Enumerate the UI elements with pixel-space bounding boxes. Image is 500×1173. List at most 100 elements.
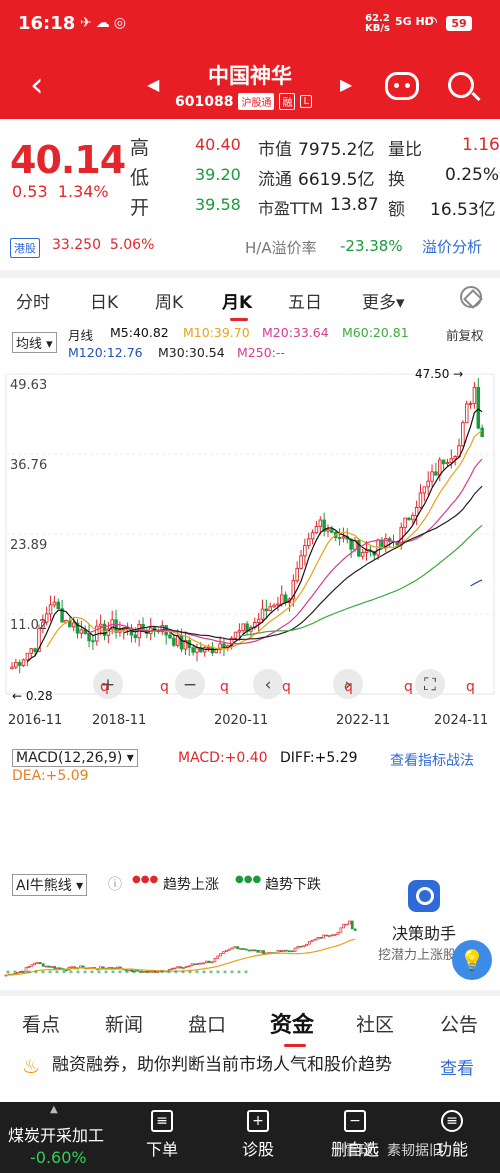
tab-community[interactable]: 社区 [356, 1014, 395, 1036]
prev-stock-arrow-icon[interactable]: ◀ [147, 75, 160, 94]
candle-body [272, 604, 276, 608]
ai-candle [333, 934, 337, 936]
tab-weekly[interactable]: 周K [155, 293, 184, 313]
ai-down-marker: * [90, 969, 94, 978]
tab-orderbook[interactable]: 盘口 [188, 1014, 227, 1036]
ai-candle [30, 964, 34, 967]
tab-monthly[interactable]: 月K [222, 288, 252, 321]
tab-highlights[interactable]: 看点 [22, 1014, 61, 1036]
premium-analysis-link[interactable]: 溢价分析 [422, 238, 483, 256]
zoom-in-button[interactable] [93, 669, 123, 699]
ai-candle [279, 950, 283, 953]
candle-body [318, 519, 323, 528]
candle-body [256, 618, 261, 623]
function-button[interactable]: ≡ 功能 [422, 1110, 482, 1160]
tab-daily[interactable]: 日K [90, 293, 119, 313]
help-icon[interactable]: ⓘ [108, 877, 122, 893]
tab-news[interactable]: 新闻 [105, 1014, 144, 1036]
candle-body [114, 619, 118, 633]
ai-candle [199, 962, 202, 965]
ai-candle [285, 949, 288, 952]
ai-candle [342, 923, 346, 929]
zoom-out-button[interactable] [175, 669, 205, 699]
ai-select[interactable]: AI牛熊线 ▾ [12, 874, 88, 896]
back-arrow-icon[interactable]: ‹ [30, 65, 44, 105]
search-icon[interactable] [448, 72, 474, 98]
candle-body [341, 536, 346, 539]
candle-body [160, 625, 165, 633]
ma-period: 月线 [68, 328, 94, 343]
up-trend-label: 趋势上涨 [163, 877, 219, 893]
next-stock-arrow-icon[interactable]: ▶ [340, 75, 353, 94]
ha-premium-value: -23.38% [340, 237, 403, 255]
robot-icon[interactable] [385, 72, 419, 100]
level-tag: L [300, 95, 313, 108]
candle-body [464, 403, 469, 424]
decision-assistant-card[interactable]: 决策助手 挖潜力上涨股 [362, 870, 500, 965]
ai-down-marker: * [230, 969, 234, 978]
candle-body [237, 630, 242, 633]
ai-candle [330, 934, 334, 937]
ai-candle [56, 967, 59, 970]
pan-left-button[interactable] [253, 669, 283, 699]
down-trend-label: 趋势下跌 [265, 877, 321, 893]
tab-intraday[interactable]: 分时 [16, 293, 50, 313]
mktcap-value: 7975.2亿 [298, 140, 375, 160]
chart-settings-icon[interactable] [460, 286, 482, 308]
macd-select[interactable]: MACD(12,26,9) ▾ [12, 749, 138, 767]
candle-body [68, 619, 72, 628]
ma-m10: M10:39.70 [183, 325, 250, 340]
candle-body [168, 634, 172, 639]
candle-body [299, 555, 303, 569]
event-marker: q [160, 679, 169, 695]
stock-code-line: 601088 沪股通 融 L [175, 93, 313, 110]
diagnose-button[interactable]: + 诊股 [228, 1110, 288, 1160]
watermark: 雪球：素韧据旧 [345, 1143, 443, 1159]
ai-down-marker: * [167, 969, 171, 978]
min-price-label: ← 0.28 [12, 689, 53, 703]
banner-view-link[interactable]: 查看 [440, 1059, 474, 1079]
ai-down-marker: * [139, 969, 143, 978]
stock-code: 601088 [175, 93, 234, 110]
order-button[interactable]: ≡ 下单 [132, 1110, 192, 1160]
ai-candle [239, 948, 243, 950]
candle-body [71, 622, 76, 628]
margin-banner[interactable]: ♨ 融资融券，助你判断当前市场人气和股价趋势 查看 [0, 1046, 500, 1102]
candle-body [449, 458, 454, 463]
tab-announcements[interactable]: 公告 [440, 1014, 479, 1036]
pan-left-icon: ‹ [265, 675, 272, 695]
stock-name: 中国神华 [208, 64, 292, 88]
pan-right-button[interactable] [333, 669, 363, 699]
kline-chart[interactable]: 49.63 36.76 23.89 11.02 2016-11 2018-11 2020-1… [0, 364, 500, 742]
candle-body [87, 633, 91, 642]
candle-body [52, 601, 57, 606]
candle-body [468, 402, 473, 405]
ai-candle [27, 965, 31, 968]
adjust-mode[interactable]: 前复权 [446, 328, 484, 343]
candle-body [102, 623, 107, 636]
fullscreen-button[interactable] [415, 669, 445, 699]
signal-icon: 5G HD [395, 15, 434, 28]
tab-funds[interactable]: 资金 [270, 1007, 314, 1047]
macd-strategy-link[interactable]: 查看指标战法 [390, 753, 474, 769]
candle-body [445, 462, 450, 465]
candle-body [295, 567, 299, 582]
remove-watchlist-button[interactable]: − 删自选 [325, 1110, 385, 1160]
tab-more[interactable]: 更多▾ [362, 293, 405, 313]
notification-icons: ✈☁◎ [80, 15, 130, 31]
sector-expand-icon[interactable]: ▲ [50, 1104, 58, 1115]
lightbulb-icon[interactable]: 💡 [452, 940, 492, 980]
ma-type-select[interactable]: 均线 ▾ [12, 332, 57, 353]
ai-down-marker: * [160, 969, 164, 978]
tab-five-day[interactable]: 五日 [288, 293, 322, 313]
sector-name[interactable]: 煤炭开采加工 [8, 1126, 105, 1145]
ma30-line [123, 485, 483, 641]
hk-tag[interactable]: 港股 [10, 238, 40, 258]
amount-value: 16.53亿 [430, 200, 496, 220]
candle-body [183, 640, 188, 650]
x-tick-label: 2018-11 [92, 713, 146, 728]
max-price-label: 47.50 → [415, 367, 463, 381]
ai-candle [41, 963, 45, 967]
ai-candle [247, 949, 251, 952]
ai-down-marker: * [181, 969, 185, 978]
